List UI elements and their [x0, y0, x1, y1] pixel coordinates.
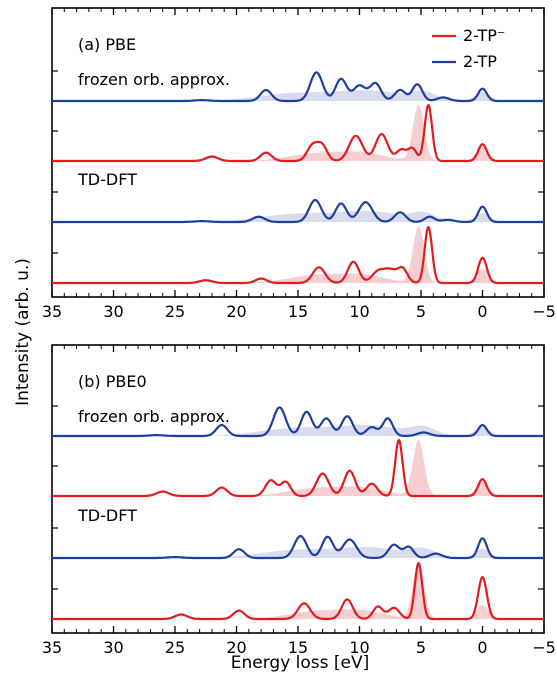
section-label: TD-DFT — [77, 506, 137, 525]
section-label: frozen orb. approx. — [78, 407, 230, 426]
series-line-2tp — [51, 406, 545, 438]
panel-pbe0: 35 30 25 20 15 10 5 0 −5 (b) PBE0 frozen orb. appr… — [42, 344, 556, 657]
x-tick-label: 15 — [288, 638, 308, 657]
reference-shade-2tp-anion — [52, 104, 544, 161]
panel-label: (b) PBE0 — [78, 372, 147, 391]
x-tick-label: 5 — [416, 638, 426, 657]
section-label: frozen orb. approx. — [78, 70, 230, 89]
series-line-2tp-anion — [51, 561, 545, 621]
legend-label: 2-TP⁻ — [463, 26, 505, 45]
x-tick-label: −5 — [532, 302, 556, 321]
x-tick-label: 10 — [349, 302, 369, 321]
series-line-2tp — [51, 534, 545, 560]
x-tick-label: 35 — [42, 638, 62, 657]
reference-shade-2tp-anion — [52, 439, 544, 496]
x-tick-label: 25 — [165, 302, 185, 321]
x-tick-label: 20 — [226, 302, 246, 321]
panel-pbe: 35 30 25 20 15 10 5 0 −5 (a) PBE frozen orb. appro… — [42, 7, 556, 321]
section-label: TD-DFT — [77, 170, 137, 189]
series-line-2tp-anion — [51, 225, 545, 285]
legend-label: 2-TP — [463, 52, 497, 71]
x-tick-label: 0 — [477, 638, 487, 657]
series-line-2tp-anion — [51, 103, 545, 163]
x-axis-label: Energy loss [eV] — [231, 653, 370, 673]
x-tick-label: 0 — [477, 302, 487, 321]
series-line-2tp — [51, 71, 545, 103]
x-tick-label: 30 — [103, 302, 123, 321]
panels: 35 30 25 20 15 10 5 0 −5 (a) PBE frozen orb. appro… — [42, 7, 556, 657]
x-tick-label: 25 — [165, 638, 185, 657]
x-tick-label: 20 — [226, 638, 246, 657]
reference-shade-2tp — [52, 90, 544, 101]
x-tick-label: 15 — [288, 302, 308, 321]
panel-label: (a) PBE — [78, 35, 136, 54]
x-tick-label: 10 — [349, 638, 369, 657]
reference-shade-2tp-anion — [52, 226, 544, 283]
y-axis-label: Intensity (arb. u.) — [13, 258, 33, 406]
series-line-2tp — [51, 198, 545, 224]
reference-shade-2tp — [52, 211, 544, 222]
x-tick-label: 35 — [42, 302, 62, 321]
x-tick-label: 5 — [416, 302, 426, 321]
x-tick-label: 30 — [103, 638, 123, 657]
reference-shade-2tp — [52, 547, 544, 558]
series-line-2tp-anion — [51, 438, 545, 498]
x-tick-label: −5 — [532, 638, 556, 657]
